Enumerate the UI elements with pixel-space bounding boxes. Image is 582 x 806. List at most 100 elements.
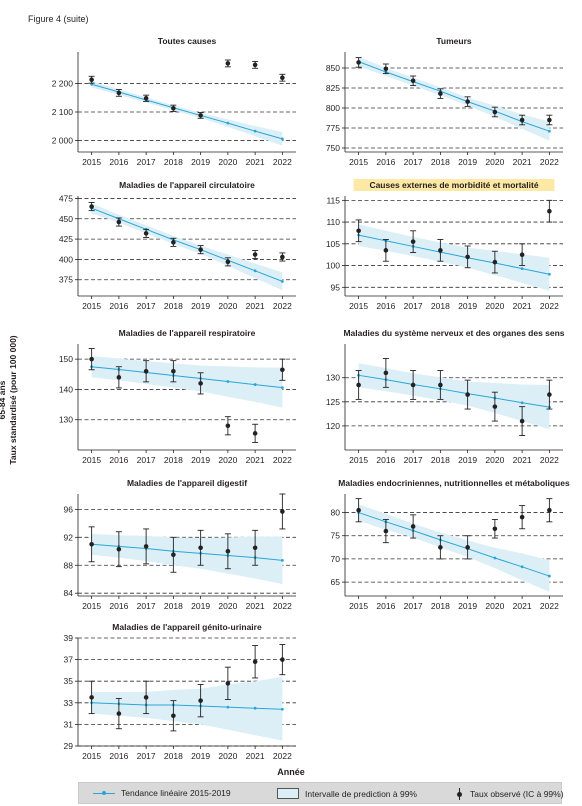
observed-point [547, 208, 552, 214]
observed-point [225, 259, 231, 265]
observed-errorbar-icon [455, 788, 465, 800]
x-tick-label: 2019 [191, 601, 210, 611]
y-tick-label: 850 [326, 63, 340, 73]
observed-point [492, 259, 498, 265]
observed-point [465, 392, 470, 397]
observed-point [465, 99, 470, 104]
x-tick-label: 2019 [458, 301, 477, 311]
observed-point [280, 367, 285, 373]
x-tick-label: 2015 [349, 157, 368, 167]
observed-point [492, 404, 498, 409]
observed-point [143, 695, 149, 700]
y-axis-label-line1: 65-84 ans [0, 380, 7, 420]
x-tick-label: 2016 [109, 751, 128, 761]
observed-point [465, 254, 470, 260]
x-tick-label: 2019 [458, 601, 477, 611]
x-tick-label: 2020 [218, 455, 237, 465]
chart-panel-1: Toutes causes 2 000 2 100 2 200 2015 2016 2017… [52, 36, 296, 167]
observed-point [252, 252, 258, 257]
observed-point [225, 61, 231, 66]
x-tick-label: 2021 [246, 301, 265, 311]
x-tick-label: 2019 [191, 455, 210, 465]
x-tick-label: 2022 [273, 157, 292, 167]
trend-point [253, 706, 257, 710]
trend-line [358, 234, 550, 275]
observed-point [356, 60, 361, 65]
x-tick-label: 2020 [485, 301, 504, 311]
x-tick-label: 2022 [540, 455, 559, 465]
trend-point [280, 707, 284, 711]
x-tick-label: 2017 [404, 301, 423, 311]
y-tick-label: 39 [64, 633, 74, 643]
trend-point [547, 272, 551, 276]
x-tick-label: 2021 [246, 157, 265, 167]
observed-point [116, 219, 122, 225]
x-tick-label: 2021 [246, 601, 265, 611]
legend-item-band: Intervalle de prediction à 99% [277, 788, 417, 799]
x-tick-label: 2021 [246, 455, 265, 465]
chart-panel-7: Maladies de l'appareil digestif 84 88 92 96 2… [64, 478, 296, 611]
observed-point [225, 423, 231, 429]
observed-point [280, 509, 285, 514]
observed-point [438, 91, 443, 96]
trend-point [280, 558, 284, 562]
x-tick-label: 2020 [218, 157, 237, 167]
prediction-band [91, 356, 283, 408]
trend-point [226, 121, 230, 125]
observed-point [252, 659, 258, 665]
x-tick-label: 2018 [164, 601, 183, 611]
y-tick-label: 65 [331, 577, 341, 587]
x-tick-label: 2022 [540, 601, 559, 611]
observed-point [171, 368, 176, 374]
x-tick-label: 2016 [376, 301, 395, 311]
y-tick-label: 84 [64, 588, 74, 598]
trend-point [253, 383, 257, 386]
y-tick-label: 80 [331, 508, 341, 518]
x-tick-label: 2015 [82, 157, 101, 167]
trend-point [520, 565, 524, 569]
chart-title: Maladies de l'appareil digestif [127, 478, 247, 488]
chart-panel-6: Maladies du système nerveux et des organ… [326, 328, 565, 465]
legend-item-observed: Taux observé (IC à 99%) [455, 788, 564, 800]
x-tick-label: 2018 [164, 157, 183, 167]
legend-observed-label: Taux observé (IC à 99%) [470, 789, 564, 799]
chart-title: Tumeurs [436, 36, 472, 46]
trend-line [91, 543, 283, 561]
y-tick-label: 31 [64, 719, 74, 729]
x-tick-label: 2022 [273, 301, 292, 311]
prediction-band [91, 533, 283, 585]
y-tick-label: 425 [59, 234, 73, 244]
x-tick-label: 2016 [376, 455, 395, 465]
prediction-band [358, 56, 550, 141]
y-tick-label: 825 [326, 83, 340, 93]
trend-point [226, 380, 230, 383]
observed-point [280, 75, 285, 81]
observed-point [116, 711, 122, 716]
observed-point [116, 546, 122, 552]
chart-panel-3: Maladies de l'appareil circulatoire 375 40… [59, 180, 296, 311]
observed-point [438, 382, 443, 388]
x-tick-label: 2016 [109, 455, 128, 465]
x-tick-label: 2016 [109, 601, 128, 611]
observed-point [171, 105, 176, 111]
observed-point [89, 542, 94, 547]
observed-point [198, 113, 203, 118]
observed-point [547, 117, 552, 123]
y-tick-label: 2 000 [52, 136, 74, 146]
trend-point [280, 386, 284, 390]
observed-point [410, 78, 416, 84]
trend-line [91, 702, 283, 710]
y-tick-label: 750 [326, 143, 340, 153]
legend: Tendance linéaire 2015-2019 Intervalle d… [78, 782, 564, 804]
x-tick-label: 2019 [191, 301, 210, 311]
x-tick-label: 2016 [376, 157, 395, 167]
x-axis-label: Année [277, 767, 305, 777]
observed-point [171, 240, 176, 245]
y-tick-label: 450 [59, 214, 73, 224]
x-tick-label: 2019 [191, 157, 210, 167]
x-tick-label: 2017 [137, 455, 156, 465]
x-tick-label: 2017 [137, 751, 156, 761]
y-tick-label: 775 [326, 123, 340, 133]
y-tick-label: 130 [326, 373, 340, 383]
x-tick-label: 2019 [458, 157, 477, 167]
